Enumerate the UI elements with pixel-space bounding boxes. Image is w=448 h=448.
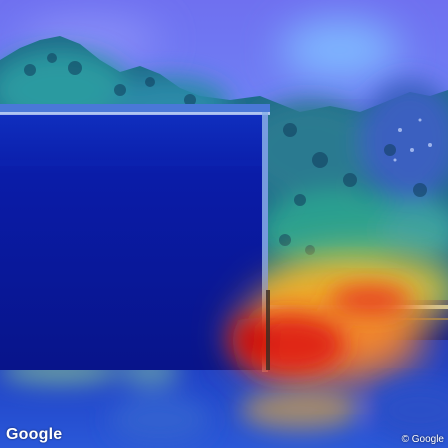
copyright-notice: © Google (401, 434, 444, 445)
google-logo-watermark: Google (6, 426, 63, 443)
